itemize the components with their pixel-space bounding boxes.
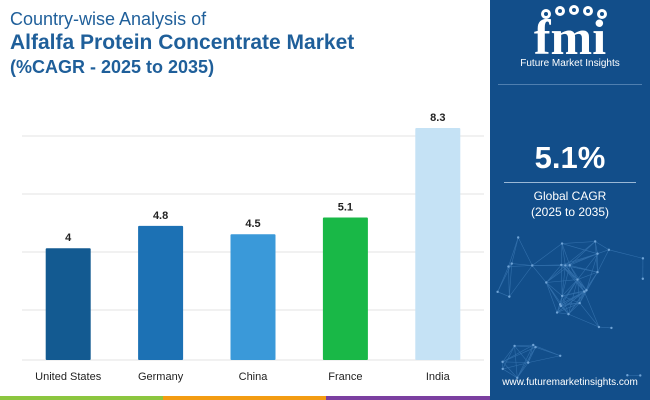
network-node [641,277,645,280]
bar-china [230,234,276,360]
bar-germany [138,225,184,360]
network-node [567,312,570,316]
network-node [639,374,642,377]
network-node [526,361,530,364]
network-node [593,240,597,243]
network-node [516,376,519,380]
global-cagr-period: (2025 to 2035) [530,205,610,219]
accent-segment-orange [163,396,326,400]
data-label: 4.5 [245,218,260,230]
network-node [507,265,510,268]
global-cagr-value: 5.1% [534,140,606,175]
chart-header: Country-wise Analysis of Alfalfa Protein… [10,8,480,78]
network-node [532,343,535,347]
network-node [534,345,537,349]
global-cagr-label: Global CAGR [533,189,607,203]
network-node [513,344,516,348]
network-node [596,252,599,255]
network-node [555,311,559,314]
data-label: 4 [65,232,72,244]
network-node [560,242,564,245]
brand-name: Future Market Insights [520,58,620,69]
x-tick-label: India [426,371,451,383]
network-node [564,264,567,267]
network-node [626,374,629,377]
side-panel: fmi Future Market Insights 5.1% Global C… [490,0,650,400]
network-node [496,290,499,294]
bar-chart: 4 United States 4.8 Germany 4.5 China 5.1 Franc… [22,112,484,383]
network-node [610,326,613,330]
data-label: 8.3 [430,112,445,124]
title-line-1: Country-wise Analysis of [10,9,207,29]
x-tick-label: China [239,371,269,383]
network-node [560,294,564,298]
bar-india [415,128,461,360]
data-label: 5.1 [338,201,353,213]
network-lines [497,237,644,379]
network-node [545,281,548,284]
bar-united-states [45,248,91,360]
network-node [578,301,581,305]
x-tick-label: Germany [138,371,184,383]
network-node [596,270,599,274]
panel-divider [498,84,642,85]
title-line-3: (%CAGR - 2025 to 2035) [10,57,215,77]
network-node [560,263,563,267]
bar-france [322,217,368,360]
network-node [641,257,645,260]
network-node [516,236,520,239]
network-node [508,295,511,298]
network-node [501,360,504,364]
network-node [568,264,571,267]
network-node [583,290,586,293]
data-label: 4.8 [153,210,168,222]
x-tick-label: United States [35,371,102,383]
network-node [510,262,513,265]
network-node [597,325,601,329]
network-node [531,264,534,267]
network-node [501,367,504,371]
network-node [576,278,579,281]
accent-segment-purple [326,396,490,400]
network-graphic [496,236,645,380]
fmi-logo: fmi [534,5,607,65]
network-node [559,354,562,357]
title-line-2: Alfalfa Protein Concentrate Market [10,31,355,54]
accent-segment-green [0,396,163,400]
network-node [607,248,611,251]
network-node [585,289,588,292]
network-node [558,303,562,306]
website-link[interactable]: www.futuremarketinsights.com [502,377,638,388]
bottom-accent-bar [0,396,490,400]
cagr-rule [504,182,636,183]
x-tick-label: France [328,371,362,383]
